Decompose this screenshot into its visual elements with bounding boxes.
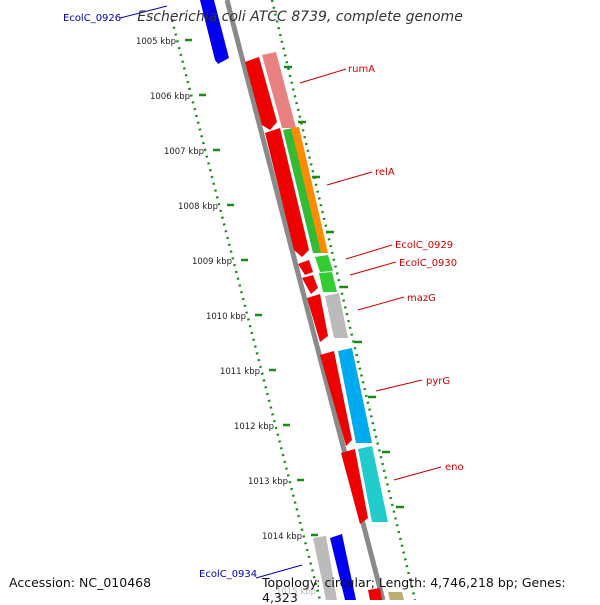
gene-red-4[interactable] bbox=[302, 275, 318, 294]
gene-label-ecolc-0926[interactable]: EcolC_0926 bbox=[63, 13, 121, 24]
gene-label-relA[interactable]: relA bbox=[375, 167, 395, 178]
ruler-label: 1006 kbp bbox=[150, 92, 190, 102]
gene-label-pyrG[interactable]: pyrG bbox=[426, 376, 450, 387]
gene-red-2[interactable] bbox=[265, 128, 309, 257]
ruler-label: 1005 kbp bbox=[136, 37, 176, 47]
ruler-label: 1009 kbp bbox=[192, 257, 232, 267]
gene-olive-bottom[interactable] bbox=[388, 592, 404, 600]
ruler-label: 1015 kbp bbox=[276, 587, 316, 597]
accession-text: Accession: NC_010468 bbox=[9, 575, 152, 590]
ruler-ticks bbox=[185, 38, 404, 537]
ruler-label: 1014 kbp bbox=[262, 532, 302, 542]
map-title: Escherichia coli ATCC 8739, complete gen… bbox=[137, 9, 463, 25]
gene-label-rumA[interactable]: rumA bbox=[348, 64, 375, 75]
gene-grey-bottom[interactable] bbox=[313, 536, 337, 600]
ruler-label: 1013 kbp bbox=[248, 477, 288, 487]
ruler-label: 1007 kbp bbox=[164, 147, 204, 157]
gene-red-6[interactable] bbox=[320, 351, 352, 446]
ruler-label: 1012 kbp bbox=[234, 422, 274, 432]
ruler-right-dots bbox=[270, 0, 417, 600]
label-leaders bbox=[119, 5, 442, 579]
gene-red-bottom[interactable] bbox=[368, 588, 382, 600]
gene-relA-orange[interactable] bbox=[291, 127, 328, 253]
ruler-labels: 1005 kbp 1006 kbp 1007 kbp 1008 kbp 1009… bbox=[136, 37, 316, 597]
ruler-label: 1008 kbp bbox=[178, 202, 218, 212]
gene-label-ecolc-0930[interactable]: EcolC_0930 bbox=[399, 258, 457, 269]
topology-text: Topology: circular; Length: 4,746,218 bp… bbox=[262, 575, 566, 605]
gene-red-3[interactable] bbox=[298, 260, 313, 275]
gene-red-7[interactable] bbox=[341, 449, 368, 524]
gene-ecolc-0930[interactable] bbox=[319, 272, 337, 292]
gene-ecolc-0934[interactable] bbox=[330, 534, 356, 600]
gene-red-5[interactable] bbox=[307, 294, 328, 342]
gene-ecolc-0926[interactable] bbox=[200, 0, 229, 64]
ruler-label: 1011 kbp bbox=[220, 367, 260, 377]
ruler-left-dots bbox=[170, 19, 322, 600]
gene-mazG[interactable] bbox=[325, 293, 348, 338]
gene-label-ecolc-0929[interactable]: EcolC_0929 bbox=[395, 240, 453, 251]
gene-pyrG[interactable] bbox=[338, 348, 372, 443]
gene-label-ecolc-0934[interactable]: EcolC_0934 bbox=[199, 569, 257, 580]
gene-label-mazG[interactable]: mazG bbox=[407, 293, 436, 304]
gene-ecolc-0929[interactable] bbox=[315, 255, 333, 272]
gene-red-1[interactable] bbox=[245, 57, 277, 130]
ruler-label: 1010 kbp bbox=[206, 312, 246, 322]
gene-labels: EcolC_0926 rumA relA EcolC_0929 EcolC_09… bbox=[63, 13, 464, 580]
gene-rumA[interactable] bbox=[262, 52, 296, 128]
gene-label-eno[interactable]: eno bbox=[445, 462, 464, 473]
gene-eno[interactable] bbox=[358, 446, 388, 522]
